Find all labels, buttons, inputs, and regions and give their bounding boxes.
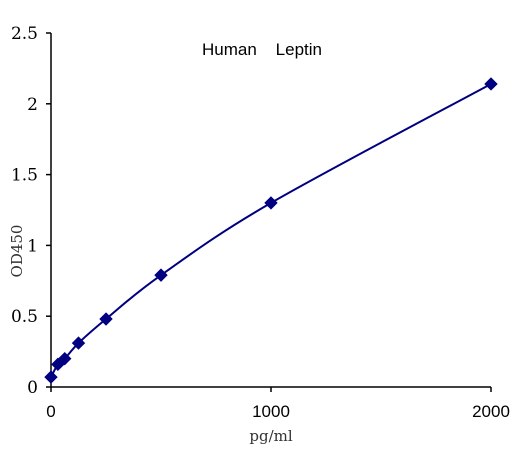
data-point-diamond [99, 312, 113, 326]
data-point-diamond [71, 336, 86, 350]
y-axis-label: OD450 [8, 225, 26, 278]
y-tick-label: 1.5 [11, 166, 38, 186]
data-point-diamond [484, 77, 498, 91]
data-point-diamond [264, 196, 278, 210]
y-tick-label: 2.5 [11, 24, 38, 44]
x-axis-label: pg/ml [249, 427, 292, 445]
data-points-layer [44, 77, 498, 384]
data-point-diamond [58, 351, 72, 366]
y-tick-label: 0 [27, 378, 38, 398]
fit-curve [50, 83, 492, 378]
axes: 0 0.5 1 1.5 2 2.5 0 1000 2000 [11, 24, 510, 421]
x-tick-label: 0 [46, 402, 55, 421]
y-tick-label: 0.5 [11, 307, 38, 327]
x-tick-label: 1000 [252, 402, 290, 421]
data-point-diamond [44, 370, 58, 384]
chart-title: Human Leptin [202, 40, 322, 59]
x-tick-label: 2000 [472, 402, 510, 421]
fit-curve-layer [50, 83, 492, 378]
data-point-diamond [154, 268, 168, 282]
y-tick-label: 1 [27, 236, 38, 256]
y-tick-label: 2 [27, 95, 38, 115]
